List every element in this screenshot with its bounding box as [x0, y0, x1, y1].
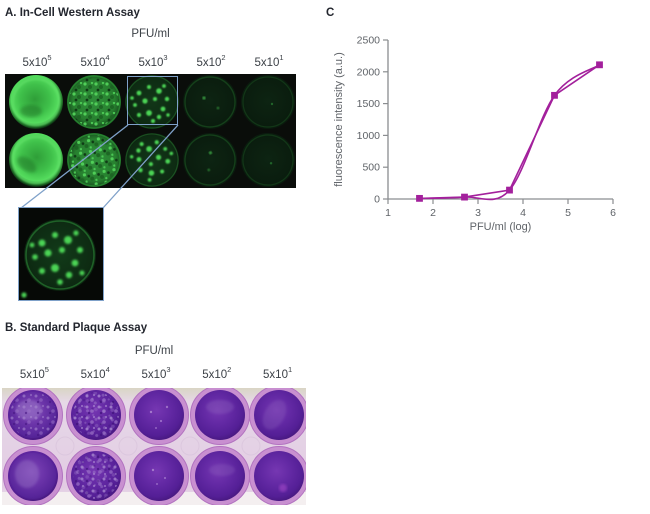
dose-label: 5x101 — [254, 53, 284, 69]
svg-text:1: 1 — [385, 207, 391, 219]
svg-text:500: 500 — [362, 162, 380, 174]
svg-text:3: 3 — [475, 207, 481, 219]
panel-a-title: A. In-Cell Western Assay — [5, 7, 140, 19]
svg-text:PFU/ml (log): PFU/ml (log) — [470, 221, 532, 233]
dose-label: 5x105 — [22, 53, 52, 69]
svg-text:1000: 1000 — [357, 130, 381, 142]
svg-text:fluorescence intensity (a.u.): fluorescence intensity (a.u.) — [333, 52, 345, 187]
plaque-assay-plate-image — [2, 385, 309, 506]
panel-c-label: C — [326, 7, 335, 19]
dose-label: 5x102 — [196, 53, 226, 69]
dose-label: 5x101 — [263, 365, 293, 381]
svg-text:4: 4 — [520, 207, 526, 219]
svg-text:2000: 2000 — [357, 66, 381, 78]
fluorescence-chart: 0 500 1000 1500 2000 2500 1 2 3 4 5 6 PFU/ml (log) fl… — [330, 14, 648, 236]
panel-b-title: B. Standard Plaque Assay — [5, 322, 148, 334]
panel-a-dose-labels: 5x105 5x104 5x103 5x102 5x101 — [8, 53, 298, 69]
inset-connector-lines — [20, 125, 179, 209]
panel-b-dose-axis-title: PFU/ml — [134, 345, 174, 357]
svg-text:0: 0 — [374, 194, 380, 206]
dose-label: 5x103 — [141, 365, 171, 381]
dose-label: 5x105 — [19, 365, 49, 381]
panel-b-dose-labels: 5x105 5x104 5x103 5x102 5x101 — [4, 365, 308, 381]
svg-text:6: 6 — [610, 207, 616, 219]
icw-plate-image — [5, 74, 304, 188]
panel-a-dose-axis-title: PFU/ml — [131, 28, 170, 40]
svg-text:2500: 2500 — [357, 35, 381, 47]
dose-label: 5x102 — [202, 365, 232, 381]
magnified-well-inset — [18, 207, 104, 301]
magnified-well-highlight-box — [127, 76, 178, 125]
svg-text:1500: 1500 — [357, 98, 381, 110]
svg-text:2: 2 — [430, 207, 436, 219]
dose-label: 5x103 — [138, 53, 168, 69]
svg-text:5: 5 — [565, 207, 571, 219]
dose-label: 5x104 — [80, 365, 110, 381]
dose-label: 5x104 — [80, 53, 110, 69]
